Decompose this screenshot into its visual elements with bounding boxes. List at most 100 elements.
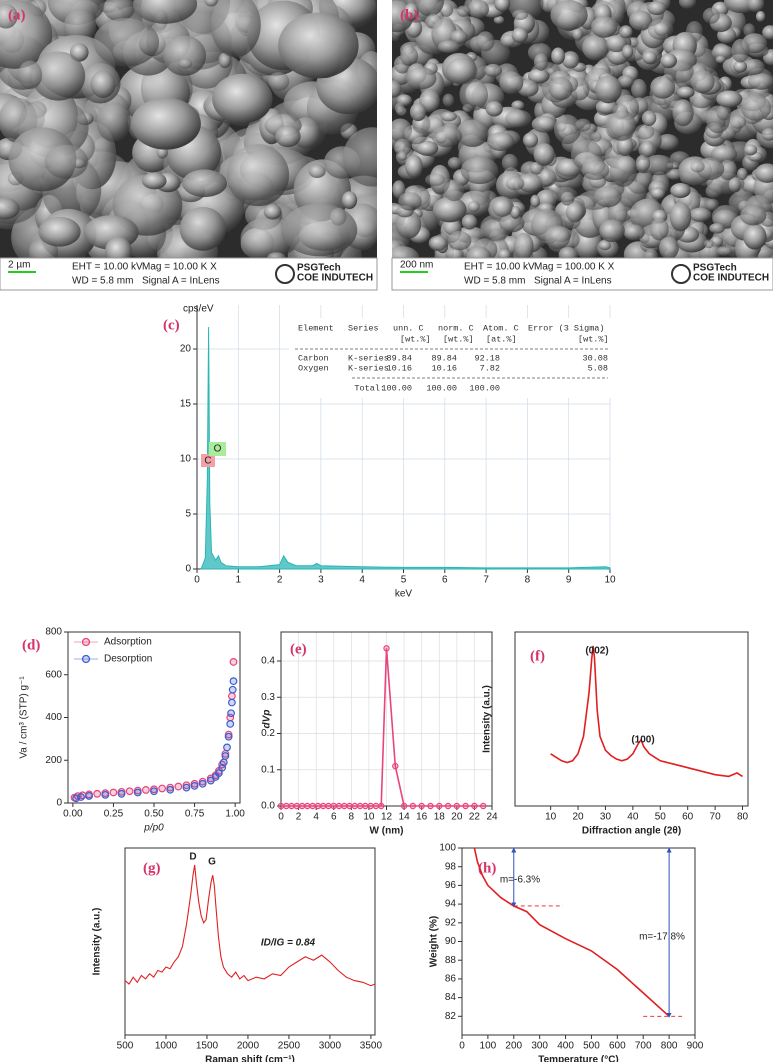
y-tick-label: 94 — [445, 899, 457, 910]
data-point — [330, 802, 337, 810]
y-tick-label: 400 — [45, 712, 62, 723]
x-tick-label: 2000 — [237, 1041, 260, 1052]
x-tick-label: 400 — [557, 1041, 574, 1052]
data-point — [383, 645, 390, 652]
data-point — [227, 709, 235, 718]
x-tick-label: 70 — [710, 812, 722, 823]
sem-grain — [96, 102, 131, 142]
sem-grain — [409, 102, 427, 122]
sem-grain — [629, 10, 653, 31]
sem-grain — [17, 60, 43, 90]
x-tick-label: 100 — [480, 1041, 497, 1052]
sem-grain — [591, 16, 618, 38]
y-tick-label: 90 — [445, 936, 457, 947]
x-axis-label: keV — [395, 589, 413, 600]
sem-grain — [593, 185, 622, 208]
sem-grain — [754, 163, 773, 183]
x-axis-label: Raman shift (cm⁻¹) — [205, 1055, 295, 1062]
sem-grain — [405, 154, 423, 178]
sem-grain — [548, 77, 573, 101]
sem-grain — [690, 70, 715, 94]
scale-label: 200 nm — [400, 260, 433, 271]
sem-grain — [660, 53, 677, 69]
sem-grain — [467, 200, 480, 213]
sem-grain — [416, 140, 439, 156]
sem-grain — [505, 109, 532, 128]
sem-grain — [212, 73, 273, 124]
data-point — [378, 802, 385, 810]
sem-grain — [133, 0, 198, 24]
sem-grain — [93, 17, 160, 67]
sem-grain — [715, 55, 726, 64]
table-header: Element — [298, 323, 334, 333]
sem-grain — [428, 235, 448, 251]
table-header: Series — [348, 323, 379, 333]
data-point — [298, 802, 306, 810]
table-unit: [at.%] — [486, 334, 517, 344]
table-cell: Carbon — [298, 353, 329, 363]
sem-grain — [505, 176, 525, 191]
sem-grain — [621, 44, 634, 59]
data-point — [101, 790, 110, 799]
data-point — [133, 788, 142, 797]
sem-grain — [275, 125, 301, 148]
sem-grain — [392, 180, 406, 199]
logo-text: COE INDUTECH — [693, 273, 769, 284]
logo-text: PSGTech — [693, 263, 737, 274]
sem-grain — [530, 194, 540, 208]
data-point — [158, 784, 167, 793]
data-point — [436, 802, 443, 810]
data-point — [227, 698, 236, 707]
sem-grain — [647, 19, 674, 40]
y-tick-label: 0.1 — [261, 764, 275, 775]
sem-grain — [432, 196, 467, 223]
sem-grain — [731, 38, 750, 63]
x-tick-label: 4 — [359, 575, 365, 586]
table-total: 100.00 — [426, 383, 457, 393]
data-point — [283, 802, 290, 810]
y-tick-label: 5 — [185, 509, 191, 520]
mag: Mag = 100.00 K X — [534, 262, 615, 273]
sem-grain — [267, 252, 286, 258]
data-point — [356, 802, 364, 810]
sem-grain — [103, 0, 135, 22]
sem-grain — [210, 0, 261, 58]
sem-grain — [44, 144, 89, 179]
y-axis-label: dVp — [262, 710, 273, 729]
logo-icon — [671, 264, 691, 284]
data-point — [182, 783, 191, 792]
sem-grain — [677, 86, 695, 99]
x-axis-label: Diffraction angle (2θ) — [582, 826, 681, 837]
data-point — [109, 788, 118, 797]
y-tick-label: 88 — [445, 955, 457, 966]
peak-label: O — [214, 444, 222, 455]
sem-grain — [281, 203, 358, 257]
sem-grain — [650, 187, 666, 200]
sem-grain — [605, 35, 628, 53]
x-tick-label: 10 — [545, 812, 557, 823]
sem-grain — [740, 94, 772, 121]
sem-grain — [510, 205, 521, 219]
sem-grain — [445, 57, 478, 85]
logo-text: COE INDUTECH — [297, 273, 373, 284]
sem-grain — [400, 46, 419, 67]
sem-grain — [590, 131, 602, 142]
table-cell: K-series — [348, 353, 389, 363]
sem-grain — [554, 114, 581, 145]
x-tick-label: 4 — [313, 812, 319, 823]
data-line — [281, 648, 484, 807]
panel-label: (f) — [530, 648, 545, 664]
data-point — [309, 802, 316, 810]
sem-grain — [617, 75, 634, 88]
x-tick-label: 22 — [469, 812, 481, 823]
sem-grain — [709, 223, 725, 234]
y-tick-label: 0 — [185, 564, 191, 575]
panel-label: (b) — [400, 7, 418, 23]
sem-grain — [761, 128, 773, 141]
data-point — [314, 802, 322, 810]
sem-grain — [647, 1, 667, 16]
sem-grain — [404, 128, 428, 145]
y-axis-label: Intensity (a.u.) — [482, 685, 493, 753]
sem-image — [392, 0, 773, 258]
x-tick-label: 1000 — [155, 1041, 178, 1052]
